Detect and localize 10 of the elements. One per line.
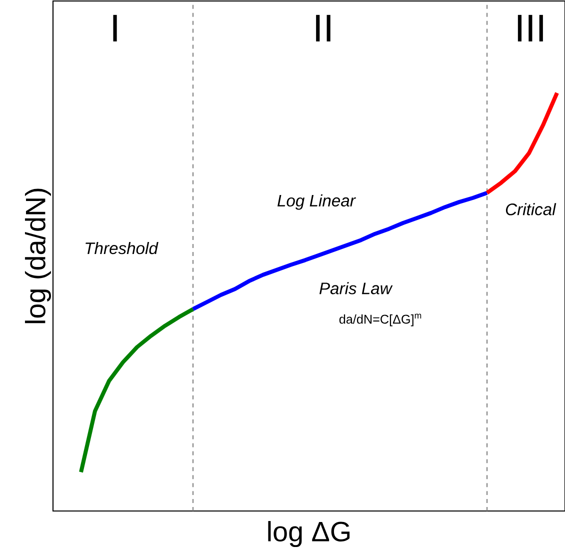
- annotation: Critical: [506, 203, 556, 216]
- annotation: da/dN=C[ΔG]$^{m}$: [339, 314, 422, 326]
- text: I: [113, 14, 117, 42]
- text: III: [518, 14, 543, 42]
- annotation: Paris Law: [319, 282, 393, 294]
- text: II: [316, 14, 330, 42]
- annotation: Threshold: [86, 242, 158, 254]
- y-axis-title: log (da/dN): [24, 188, 51, 324]
- x-axis-title: log ΔG: [268, 521, 350, 548]
- annotation: Log Linear: [277, 194, 356, 210]
